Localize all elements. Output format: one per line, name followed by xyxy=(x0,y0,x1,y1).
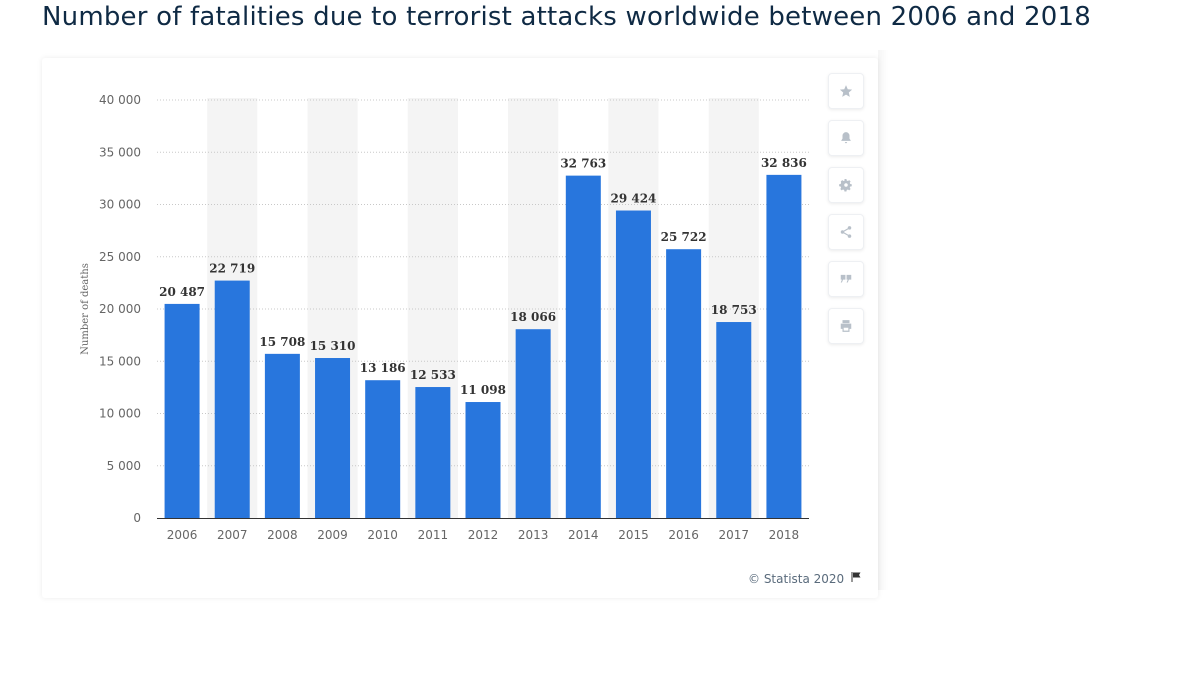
flag-icon xyxy=(850,571,862,586)
share-button[interactable] xyxy=(828,214,864,250)
gear-icon xyxy=(839,178,853,192)
y-tick-label: 30 000 xyxy=(99,198,141,212)
notify-button[interactable] xyxy=(828,120,864,156)
y-tick-label: 40 000 xyxy=(99,93,141,107)
x-tick-label: 2009 xyxy=(317,528,348,542)
y-tick-label: 20 000 xyxy=(99,302,141,316)
bar[interactable] xyxy=(315,358,351,518)
value-label: 32 836 xyxy=(761,156,807,170)
bar[interactable] xyxy=(264,353,300,518)
x-tick-labels: 2006 2007 2008 2009 2010 2011 2012 2013 2014 2015… xyxy=(167,528,799,542)
y-tick-label: 35 000 xyxy=(99,145,141,159)
x-tick-label: 2007 xyxy=(217,528,248,542)
value-label: 15 310 xyxy=(310,339,356,353)
bar-chart: 0 5 000 10 000 15 000 20 000 25 000 30 000 35 0… xyxy=(80,93,809,542)
y-axis-title: Number of deaths xyxy=(80,263,91,355)
x-tick-label: 2012 xyxy=(468,528,499,542)
value-label: 15 708 xyxy=(259,335,305,349)
y-tick-label: 10 000 xyxy=(99,407,141,421)
value-labels: 20 487 22 719 15 708 15 310 13 186 12 533 11 0… xyxy=(159,156,807,397)
value-label: 20 487 xyxy=(159,285,205,299)
bell-icon xyxy=(839,131,853,145)
y-tick-labels: 0 5 000 10 000 15 000 20 000 25 000 30 000 35 0… xyxy=(99,93,141,525)
bar[interactable] xyxy=(164,303,200,518)
value-label: 13 186 xyxy=(360,361,406,375)
x-tick-label: 2016 xyxy=(668,528,699,542)
x-tick-label: 2017 xyxy=(718,528,749,542)
x-tick-label: 2013 xyxy=(518,528,549,542)
value-label: 12 533 xyxy=(410,368,456,382)
bar[interactable] xyxy=(766,174,802,518)
bar[interactable] xyxy=(666,249,702,519)
value-label: 25 722 xyxy=(661,230,707,244)
quote-icon xyxy=(839,272,853,286)
value-label: 22 719 xyxy=(209,262,255,276)
side-shadow xyxy=(878,50,888,590)
bar[interactable] xyxy=(365,380,401,518)
x-tick-label: 2011 xyxy=(418,528,449,542)
cite-button[interactable] xyxy=(828,261,864,297)
star-icon xyxy=(839,84,853,98)
x-tick-label: 2010 xyxy=(367,528,398,542)
chart-toolbar xyxy=(828,73,864,355)
bar[interactable] xyxy=(465,402,501,518)
x-tick-label: 2008 xyxy=(267,528,298,542)
bar[interactable] xyxy=(615,210,651,518)
bar[interactable] xyxy=(214,280,250,518)
credit-text: © Statista 2020 xyxy=(748,571,845,586)
bars xyxy=(164,174,802,519)
settings-button[interactable] xyxy=(828,167,864,203)
bar[interactable] xyxy=(565,175,601,518)
value-label: 29 424 xyxy=(610,192,656,206)
bar[interactable] xyxy=(716,322,752,518)
y-tick-label: 5 000 xyxy=(107,459,141,473)
print-button[interactable] xyxy=(828,308,864,344)
favorite-button[interactable] xyxy=(828,73,864,109)
chart-card: 0 5 000 10 000 15 000 20 000 25 000 30 000 35 0… xyxy=(42,58,878,598)
value-label: 32 763 xyxy=(560,157,606,171)
x-tick-label: 2006 xyxy=(167,528,198,542)
x-tick-label: 2015 xyxy=(618,528,649,542)
value-label: 18 753 xyxy=(711,303,757,317)
x-tick-label: 2018 xyxy=(769,528,800,542)
page-title: Number of fatalities due to terrorist at… xyxy=(42,2,1092,32)
y-tick-label: 15 000 xyxy=(99,354,141,368)
bar[interactable] xyxy=(515,329,551,518)
value-label: 18 066 xyxy=(510,310,556,324)
share-icon xyxy=(839,225,853,239)
source-credit[interactable]: © Statista 2020 xyxy=(748,571,862,586)
x-tick-label: 2014 xyxy=(568,528,599,542)
bar[interactable] xyxy=(415,387,451,518)
y-tick-label: 0 xyxy=(133,511,141,525)
print-icon xyxy=(839,319,853,333)
value-label: 11 098 xyxy=(460,383,506,397)
y-tick-label: 25 000 xyxy=(99,250,141,264)
